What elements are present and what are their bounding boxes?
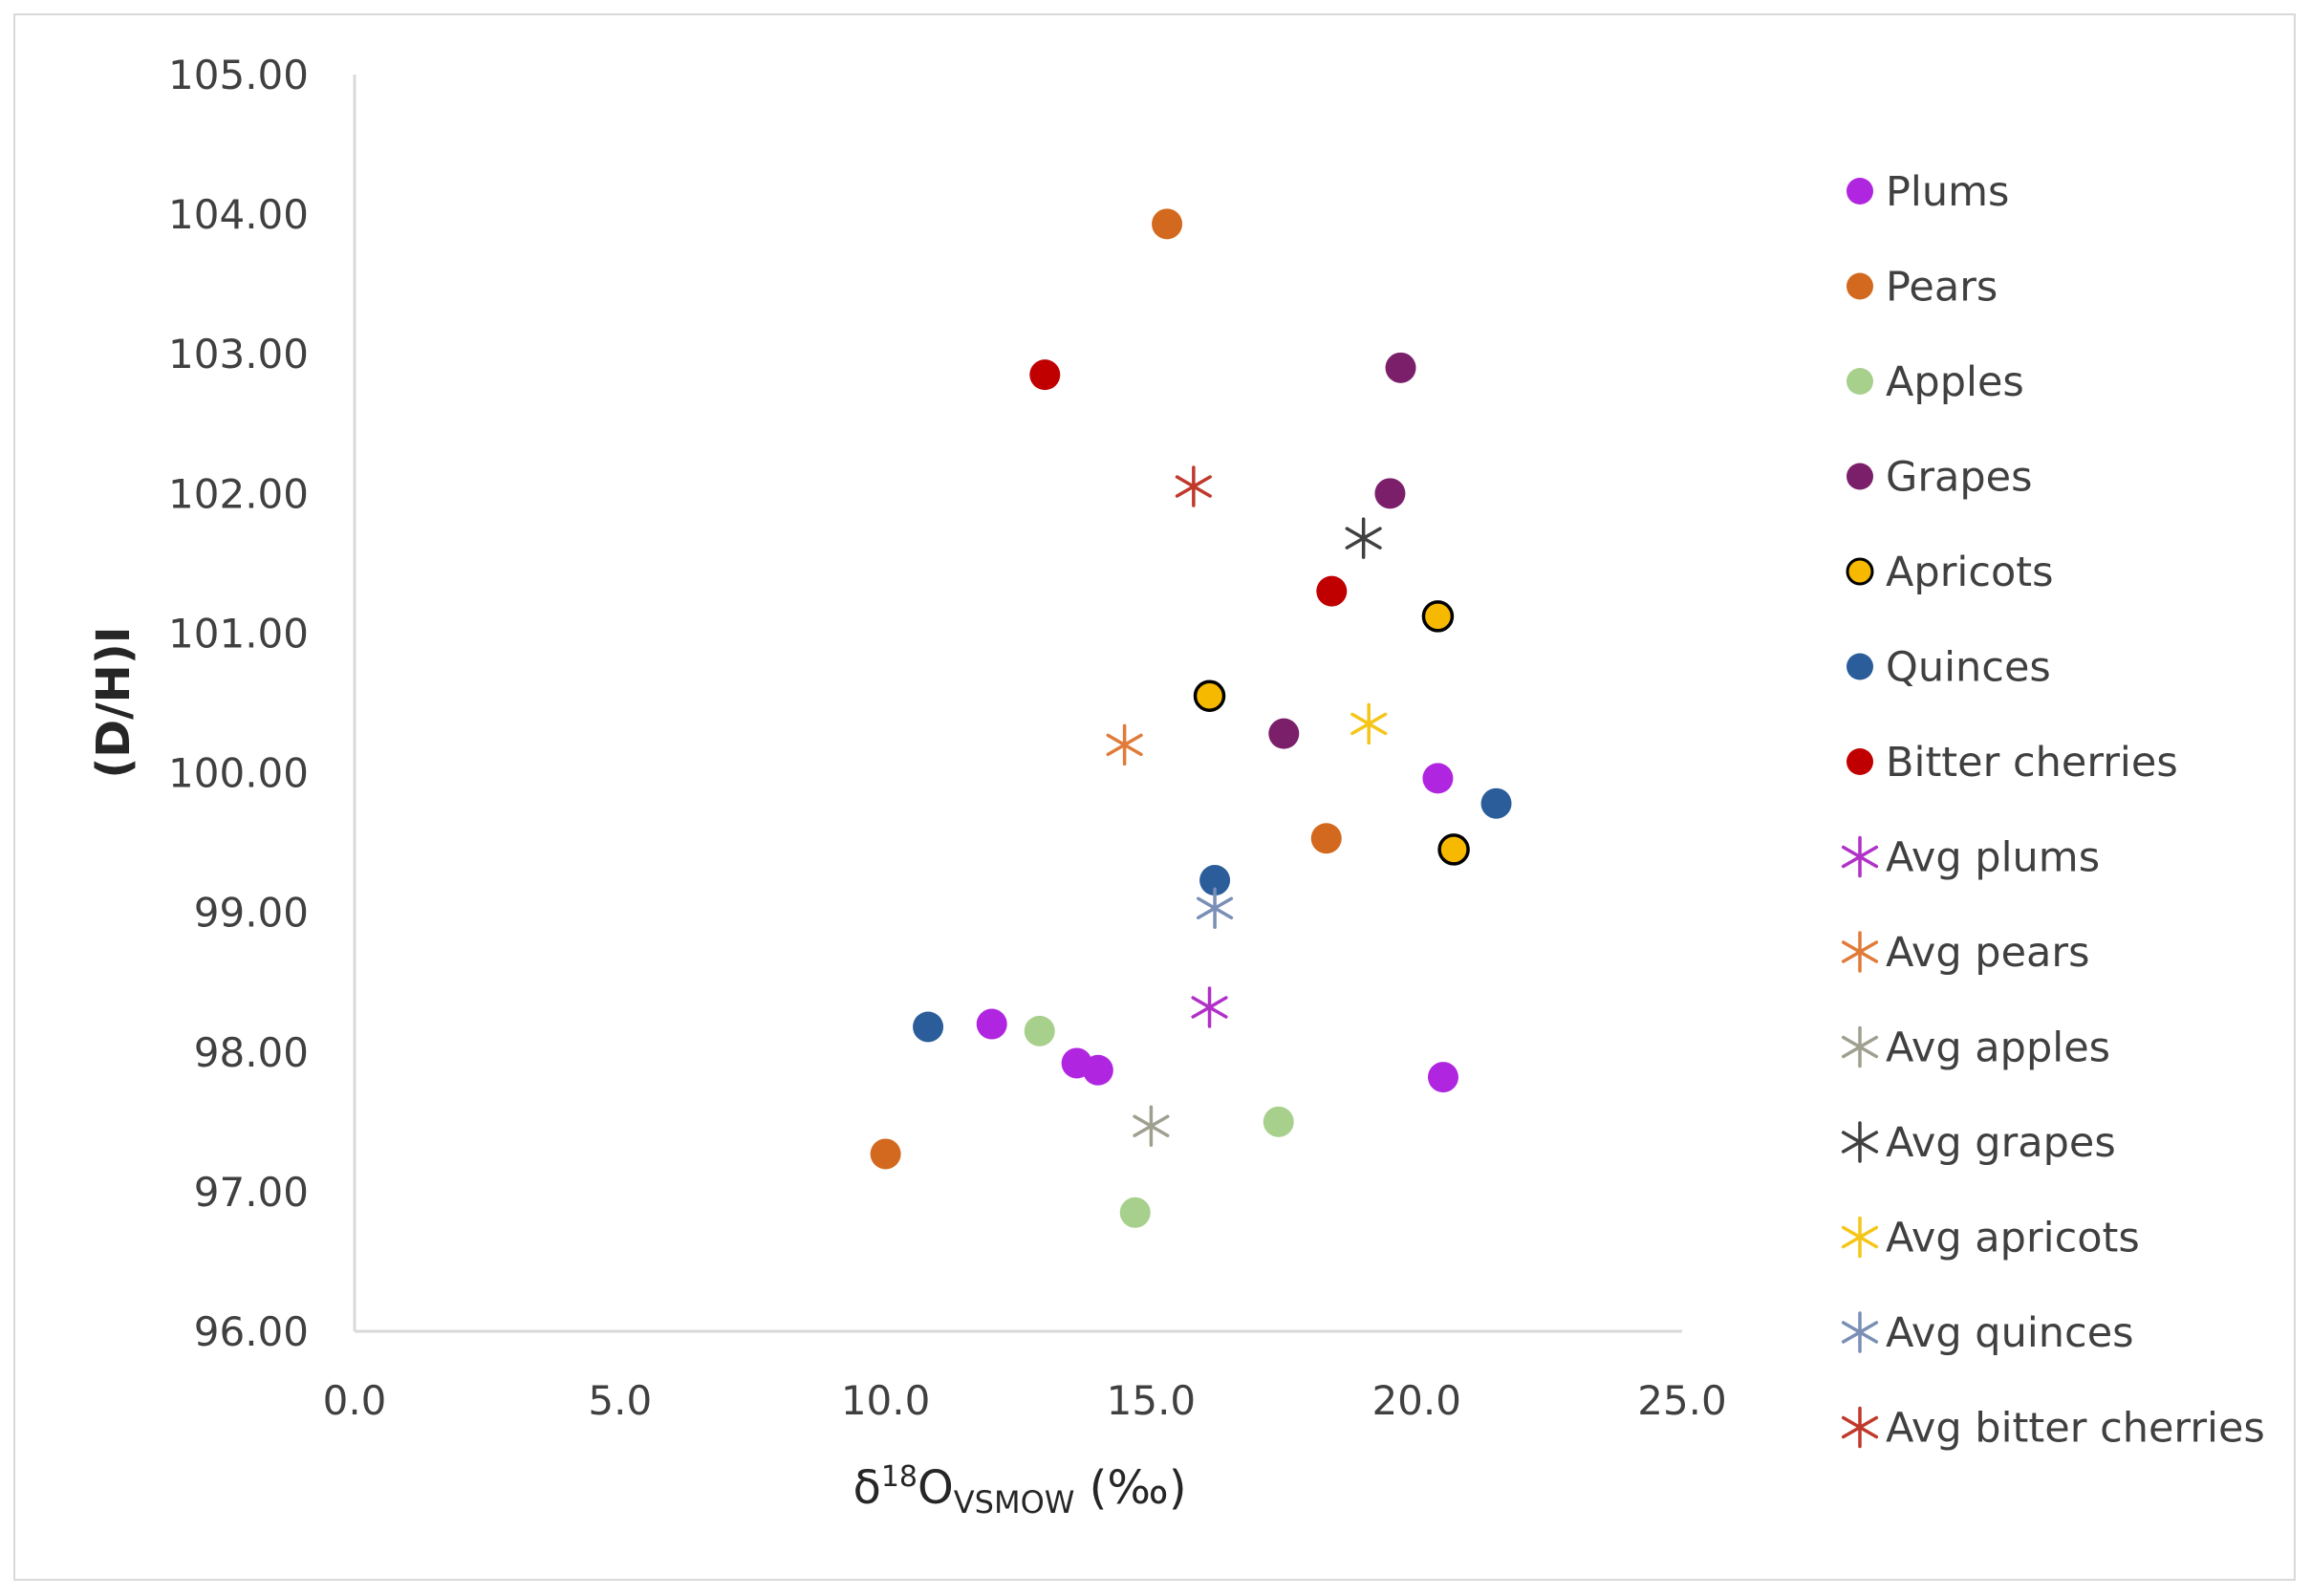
y-tick-label: 101.00	[168, 610, 309, 657]
pears-point	[1310, 823, 1342, 854]
x-tick-label: 20.0	[1371, 1377, 1461, 1424]
legend-item-pears: Pears	[1847, 264, 1998, 312]
x-tick-label: 25.0	[1637, 1377, 1727, 1424]
legend-label: Apricots	[1886, 549, 2054, 596]
plums-point	[976, 1008, 1007, 1040]
apricots-point	[1193, 679, 1226, 712]
bitter-cherries-point	[1316, 575, 1348, 607]
apples-point	[1263, 1106, 1294, 1137]
y-tick-label: 97.00	[194, 1169, 309, 1216]
apricots-point	[1437, 833, 1470, 866]
plums-point	[1427, 1062, 1458, 1093]
legend-item-avg-grapes: Avg grapes	[1841, 1119, 2116, 1167]
x-tick-label: 15.0	[1107, 1377, 1197, 1424]
bitter-cherries-point	[1029, 359, 1061, 391]
legend-item-apples: Apples	[1847, 358, 2024, 406]
y-tick-label: 98.00	[194, 1029, 309, 1076]
axes	[353, 75, 1682, 1333]
y-tick-label: 104.00	[168, 191, 309, 238]
avg-quinces-marker	[1197, 887, 1234, 930]
grapes-point	[1374, 478, 1406, 509]
legend-label: Pears	[1886, 264, 1998, 312]
legend-item-bitter-cherries: Bitter cherries	[1847, 739, 2178, 787]
y-tick-label: 102.00	[168, 470, 309, 517]
x-tick-label: 5.0	[588, 1377, 652, 1424]
legend-marker	[1841, 1121, 1879, 1163]
plums-point	[1422, 763, 1454, 794]
legend-marker	[1841, 835, 1879, 878]
legend-item-apricots: Apricots	[1846, 549, 2054, 596]
legend-label: Avg bitter cherries	[1886, 1405, 2265, 1453]
legend-marker	[1847, 463, 1873, 490]
avg-grapes-marker	[1345, 517, 1382, 559]
pears-point	[870, 1138, 901, 1170]
avg-plums-marker	[1191, 986, 1228, 1028]
legend-item-avg-apples: Avg apples	[1841, 1024, 2110, 1072]
legend-marker	[1847, 368, 1873, 395]
legend-item-avg-quinces: Avg quinces	[1841, 1309, 2134, 1357]
avg-pears-marker	[1106, 723, 1143, 766]
legend-label: Avg plums	[1886, 834, 2100, 882]
legend-item-avg-plums: Avg plums	[1841, 834, 2100, 882]
legend-label: Avg pears	[1886, 929, 2090, 977]
x-tick-label: 0.0	[323, 1377, 387, 1424]
x-tick-labels: 0.0 5.0 10.0 15.0 20.0 25.0	[323, 1377, 1727, 1424]
grapes-point	[1268, 718, 1300, 749]
legend-label: Avg apricots	[1886, 1215, 2140, 1262]
legend-marker	[1841, 1216, 1879, 1259]
legend-label: Quinces	[1886, 644, 2051, 692]
legend-marker	[1841, 931, 1879, 973]
avg-apples-marker	[1133, 1105, 1170, 1147]
avg-bitter-cherries-marker	[1175, 465, 1212, 507]
legend-label: Apples	[1886, 358, 2024, 406]
plums-point	[1082, 1054, 1113, 1086]
legend-label: Plums	[1886, 168, 2009, 216]
legend-item-avg-bitter-cherries: Avg bitter cherries	[1841, 1405, 2265, 1453]
legend-marker	[1841, 1311, 1879, 1353]
legend-label: Grapes	[1886, 454, 2033, 502]
apples-point	[1024, 1015, 1055, 1046]
y-tick-label: 96.00	[194, 1308, 309, 1355]
y-tick-label: 100.00	[168, 750, 309, 797]
data-points	[870, 208, 1512, 1228]
y-axis-title: (D/H)I	[87, 626, 140, 778]
x-axis-title: δ18OVSMOW (‰)	[853, 1460, 1186, 1521]
avg-apricots-marker	[1350, 702, 1388, 745]
chart-frame	[13, 13, 2296, 1581]
pears-point	[1152, 208, 1183, 240]
legend: Plums Pears Apples Grapes Apricots Quinces Bit…	[1841, 168, 2265, 1453]
legend-marker	[1847, 748, 1873, 775]
legend-marker	[1841, 1406, 1879, 1449]
legend-marker	[1847, 178, 1873, 205]
legend-marker	[1847, 272, 1873, 300]
legend-marker	[1841, 1025, 1879, 1068]
quinces-point	[913, 1011, 944, 1043]
legend-marker	[1847, 653, 1873, 680]
y-tick-label: 105.00	[168, 52, 309, 98]
legend-marker	[1846, 557, 1874, 586]
quinces-point	[1480, 787, 1512, 819]
apricots-point	[1421, 600, 1455, 633]
legend-item-avg-apricots: Avg apricots	[1841, 1215, 2140, 1262]
y-tick-label: 99.00	[194, 890, 309, 937]
legend-item-avg-pears: Avg pears	[1841, 929, 2090, 977]
legend-item-grapes: Grapes	[1847, 454, 2033, 502]
grapes-point	[1385, 352, 1416, 383]
x-tick-label: 10.0	[841, 1377, 931, 1424]
apples-point	[1119, 1197, 1151, 1228]
legend-label: Bitter cherries	[1886, 739, 2178, 787]
legend-label: Avg grapes	[1886, 1119, 2116, 1167]
y-tick-labels: 96.00 97.00 98.00 99.00 100.00 101.00 102.00 10…	[168, 52, 309, 1355]
legend-item-plums: Plums	[1847, 168, 2009, 216]
legend-item-quinces: Quinces	[1847, 644, 2051, 692]
quinces-point	[1199, 865, 1231, 896]
legend-label: Avg apples	[1886, 1024, 2110, 1072]
y-tick-label: 103.00	[168, 331, 309, 377]
legend-label: Avg quinces	[1886, 1309, 2134, 1357]
